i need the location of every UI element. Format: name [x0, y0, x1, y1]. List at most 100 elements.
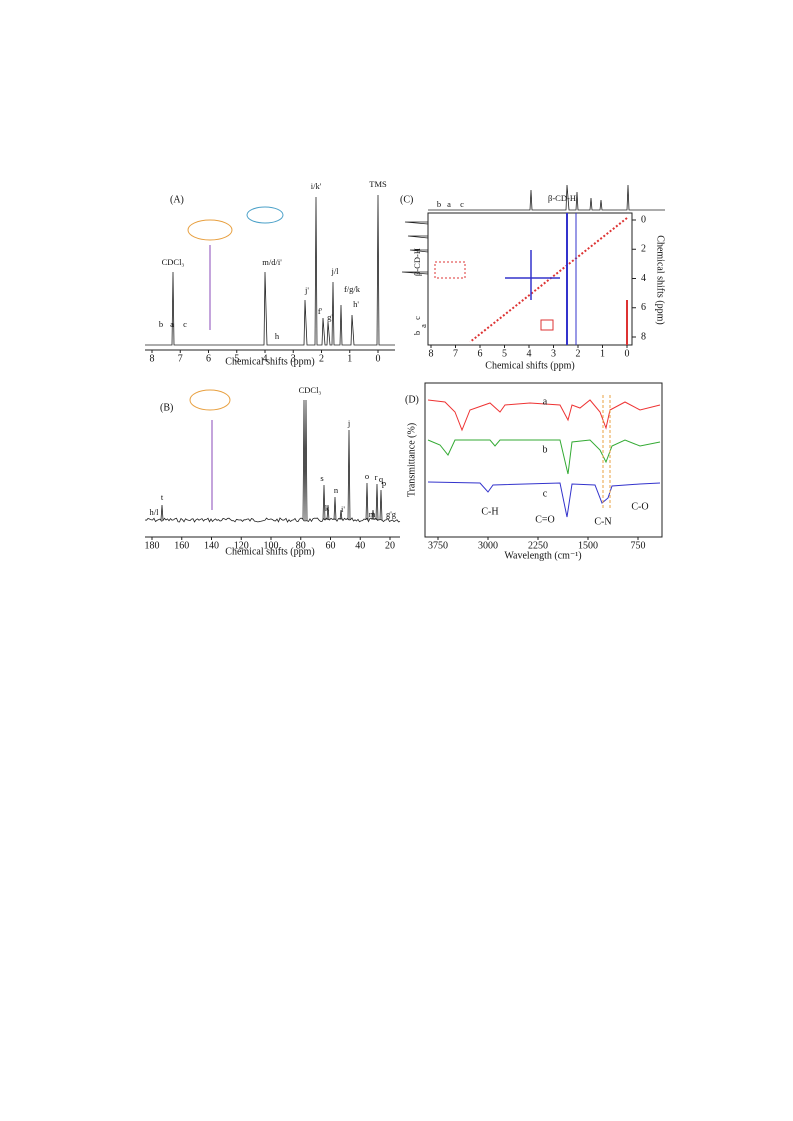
peak-label: s	[320, 473, 323, 483]
x-tick-label: 6	[478, 348, 483, 359]
x-tick-label: 2250	[528, 540, 548, 551]
peak-label: r	[375, 472, 378, 482]
x-tick-label: 7	[178, 353, 183, 364]
y-tick-label: 2	[641, 244, 646, 255]
y-axis-title: Chemical shifts (ppm)	[655, 235, 666, 324]
peak-label: g'g	[386, 509, 397, 519]
top-spectrum	[428, 184, 665, 211]
peak-label: b	[159, 319, 163, 329]
peak-label: k	[325, 503, 330, 513]
peak-label: m/d/i'	[262, 257, 282, 267]
x-tick-label: 750	[631, 540, 646, 551]
x-tick-label: 1500	[578, 540, 598, 551]
peak-label: C=O	[535, 514, 555, 525]
peak-label: TMS	[369, 179, 387, 189]
peak-label: n	[334, 485, 339, 495]
peak-label: m	[369, 509, 376, 519]
curve-label: a	[543, 396, 548, 407]
y-tick-label: 6	[641, 302, 646, 313]
peak-label: a	[418, 324, 428, 328]
y-tick-label: 0	[641, 214, 646, 225]
peak-label: o	[365, 471, 369, 481]
curve-label: c	[543, 488, 548, 499]
spectrum	[145, 194, 395, 346]
curve-a	[427, 399, 661, 432]
plot-frame	[427, 212, 633, 346]
x-axis-title: Chemical shifts (ppm)	[485, 360, 574, 371]
x-tick-label: 1	[347, 353, 352, 364]
peak-label: h	[275, 331, 280, 341]
panel-label: (B)	[160, 402, 173, 413]
x-tick-label: 3	[291, 353, 296, 364]
x-tick-label: 4	[527, 348, 532, 359]
curve-c	[427, 481, 661, 518]
panel-a	[145, 194, 395, 351]
diagonal	[469, 217, 628, 343]
x-tick-label: 4	[263, 353, 268, 364]
panel-label: (D)	[405, 394, 419, 405]
peak-label: β-CD-H	[412, 248, 422, 276]
spectrum-peaks	[160, 399, 383, 521]
peak-label: a	[170, 319, 174, 329]
x-axis-title: Chemical shifts (ppm)	[225, 356, 314, 367]
peak-label: β-CD-H	[548, 193, 576, 203]
peak-label: c	[183, 319, 187, 329]
x-tick-label: 100	[264, 540, 279, 551]
x-tick-label: 1	[600, 348, 605, 359]
x-tick-label: 140	[204, 540, 219, 551]
x-tick-label: 5	[502, 348, 507, 359]
peak-label: i/k'	[311, 181, 322, 191]
x-tick-label: 120	[234, 540, 249, 551]
peak-label: j	[347, 418, 350, 428]
x-tick-label: 3750	[428, 540, 448, 551]
panel-label: (A)	[170, 194, 184, 205]
x-tick-label: 8	[429, 348, 434, 359]
y-axis-title: Transmittance (%)	[406, 423, 417, 497]
structure	[187, 219, 233, 241]
peak-label: j'	[304, 285, 309, 295]
panel-label: (C)	[400, 194, 413, 205]
x-tick-label: 5	[234, 353, 239, 364]
y-tick-label: 4	[641, 273, 646, 284]
x-tick-label: 160	[174, 540, 189, 551]
x-axis-title: Chemical shifts (ppm)	[225, 546, 314, 557]
peak-label: b	[412, 331, 422, 335]
structure	[246, 206, 284, 224]
x-tick-label: 7	[453, 348, 458, 359]
peak-label: C-O	[631, 501, 648, 512]
curve-label: b	[543, 444, 548, 455]
peak-label: C-H	[481, 506, 498, 517]
peak-label: a	[447, 199, 451, 209]
curve-b	[427, 439, 661, 475]
peak-label: C-N	[594, 516, 611, 527]
plot-frame	[424, 382, 663, 538]
peak-label: h/l	[150, 507, 160, 517]
x-tick-label: 60	[326, 540, 336, 551]
x-tick-label: 40	[355, 540, 365, 551]
peak-label: t	[161, 492, 164, 502]
x-tick-label: 2	[576, 348, 581, 359]
peak-label: f'	[318, 306, 323, 316]
x-tick-label: 8	[150, 353, 155, 364]
x-tick-label: 3	[551, 348, 556, 359]
peak-label: c	[412, 316, 422, 320]
highlight	[434, 261, 466, 279]
x-tick-label: 2	[319, 353, 324, 364]
x-tick-label: 80	[296, 540, 306, 551]
peak-label: i'	[341, 504, 345, 514]
x-tick-label: 180	[145, 540, 160, 551]
spectrum	[144, 517, 401, 523]
peak-label: j/l	[330, 266, 339, 276]
peak-label: f/g/k	[344, 284, 361, 294]
highlight	[540, 319, 554, 331]
x-tick-label: 0	[376, 353, 381, 364]
peak-label: b	[437, 199, 441, 209]
panel-c	[401, 184, 665, 346]
y-tick-label: 8	[641, 331, 646, 342]
peak-label: p	[382, 478, 386, 488]
x-tick-label: 0	[625, 348, 630, 359]
x-tick-label: 20	[385, 540, 395, 551]
panel-b	[144, 389, 401, 538]
x-tick-label: 3000	[478, 540, 498, 551]
